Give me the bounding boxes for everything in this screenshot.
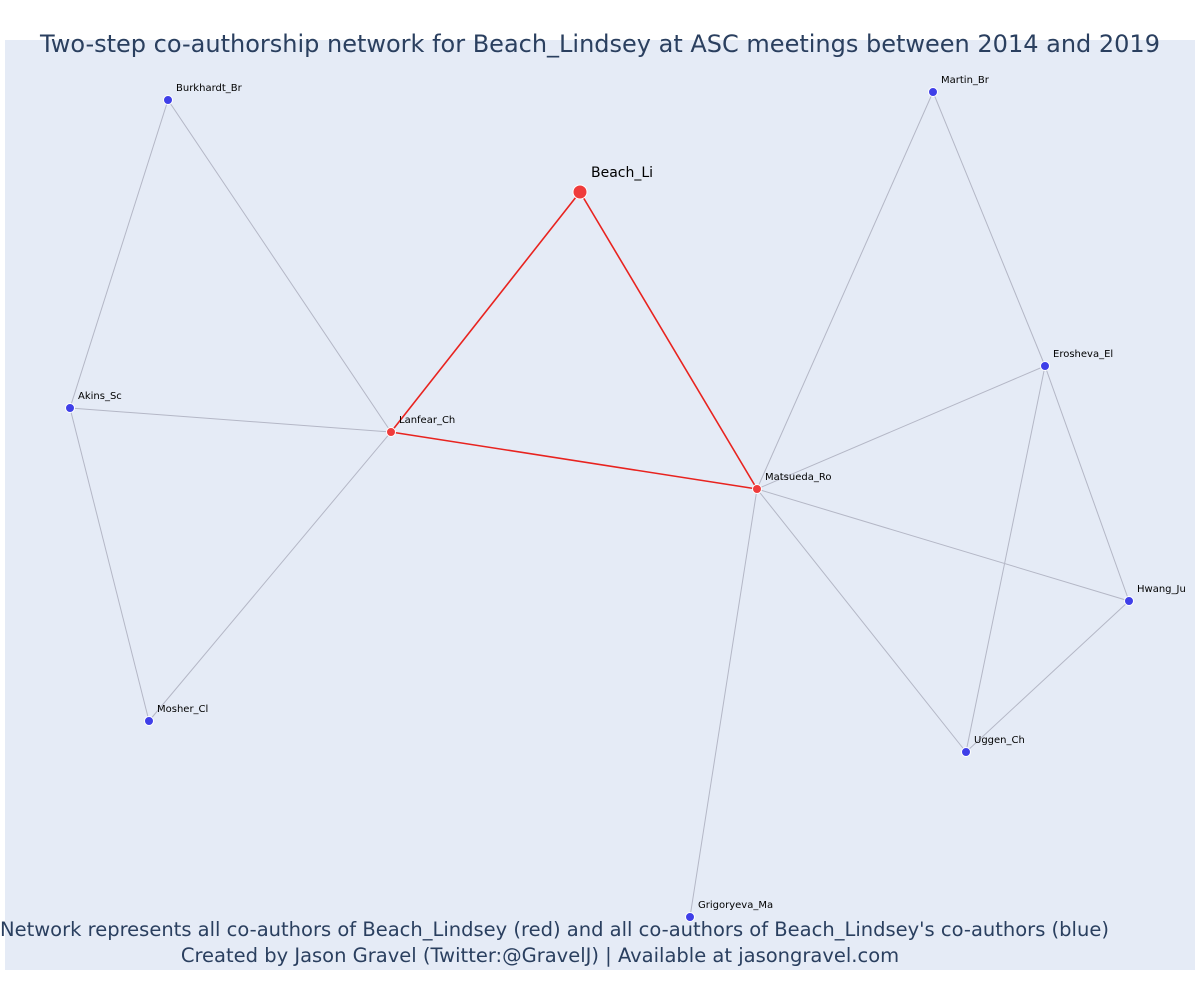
- node-lanfear-ch[interactable]: [386, 427, 396, 437]
- edge-hwang-ju-uggen-ch: [965, 600, 1130, 753]
- edge-martin-br-erosheva-el: [932, 91, 1046, 367]
- edge-burkhardt-br-lanfear-ch: [167, 99, 392, 433]
- edge-matsueda-ro-grigoryeva-ma: [689, 488, 758, 918]
- edge-beach-li-matsueda-ro: [579, 191, 758, 490]
- node-label-martin-br: Martin_Br: [941, 75, 990, 86]
- plot-background: [5, 40, 1195, 970]
- edge-matsueda-ro-uggen-ch: [756, 488, 967, 753]
- caption-credit: Created by Jason Gravel (Twitter:@Gravel…: [180, 944, 900, 967]
- node-label-erosheva-el: Erosheva_El: [1053, 349, 1113, 360]
- edge-martin-br-matsueda-ro: [756, 91, 934, 490]
- node-label-mosher-cl: Mosher_Cl: [157, 704, 208, 715]
- node-martin-br[interactable]: [928, 87, 938, 97]
- edge-burkhardt-br-akins-sc: [69, 99, 169, 409]
- node-label-beach-li: Beach_Li: [591, 165, 653, 181]
- node-label-grigoryeva-ma: Grigoryeva_Ma: [698, 900, 773, 911]
- node-label-uggen-ch: Uggen_Ch: [974, 735, 1025, 746]
- edge-erosheva-el-hwang-ju: [1044, 365, 1130, 602]
- node-beach-li[interactable]: [572, 184, 588, 200]
- edge-erosheva-el-matsueda-ro: [756, 365, 1046, 490]
- node-label-matsueda-ro: Matsueda_Ro: [765, 472, 831, 483]
- edge-lanfear-ch-matsueda-ro: [390, 431, 758, 490]
- node-erosheva-el[interactable]: [1040, 361, 1050, 371]
- edge-akins-sc-lanfear-ch: [69, 407, 392, 433]
- label-layer: Beach_Li Lanfear_Ch Matsueda_Ro Burkhardt_B…: [78, 75, 1186, 911]
- edge-matsueda-ro-hwang-ju: [756, 488, 1130, 602]
- node-label-hwang-ju: Hwang_Ju: [1137, 584, 1186, 595]
- edge-beach-li-lanfear-ch: [390, 191, 581, 433]
- node-hwang-ju[interactable]: [1124, 596, 1134, 606]
- node-mosher-cl[interactable]: [144, 716, 154, 726]
- node-label-burkhardt-br: Burkhardt_Br: [176, 83, 243, 94]
- edge-erosheva-el-uggen-ch: [965, 365, 1046, 753]
- edge-mosher-cl-lanfear-ch: [148, 431, 392, 722]
- node-matsueda-ro[interactable]: [752, 484, 762, 494]
- node-grigoryeva-ma[interactable]: [685, 912, 695, 922]
- node-uggen-ch[interactable]: [961, 747, 971, 757]
- node-burkhardt-br[interactable]: [163, 95, 173, 105]
- node-label-akins-sc: Akins_Sc: [78, 391, 122, 402]
- edge-akins-sc-mosher-cl: [69, 407, 150, 722]
- node-akins-sc[interactable]: [65, 403, 75, 413]
- node-label-lanfear-ch: Lanfear_Ch: [399, 415, 455, 426]
- edge-layer: [69, 91, 1130, 918]
- node-layer: [65, 87, 1134, 922]
- chart-title: Two-step co-authorship network for Beach…: [40, 30, 1160, 58]
- caption-description: Network represents all co-authors of Bea…: [0, 918, 1109, 941]
